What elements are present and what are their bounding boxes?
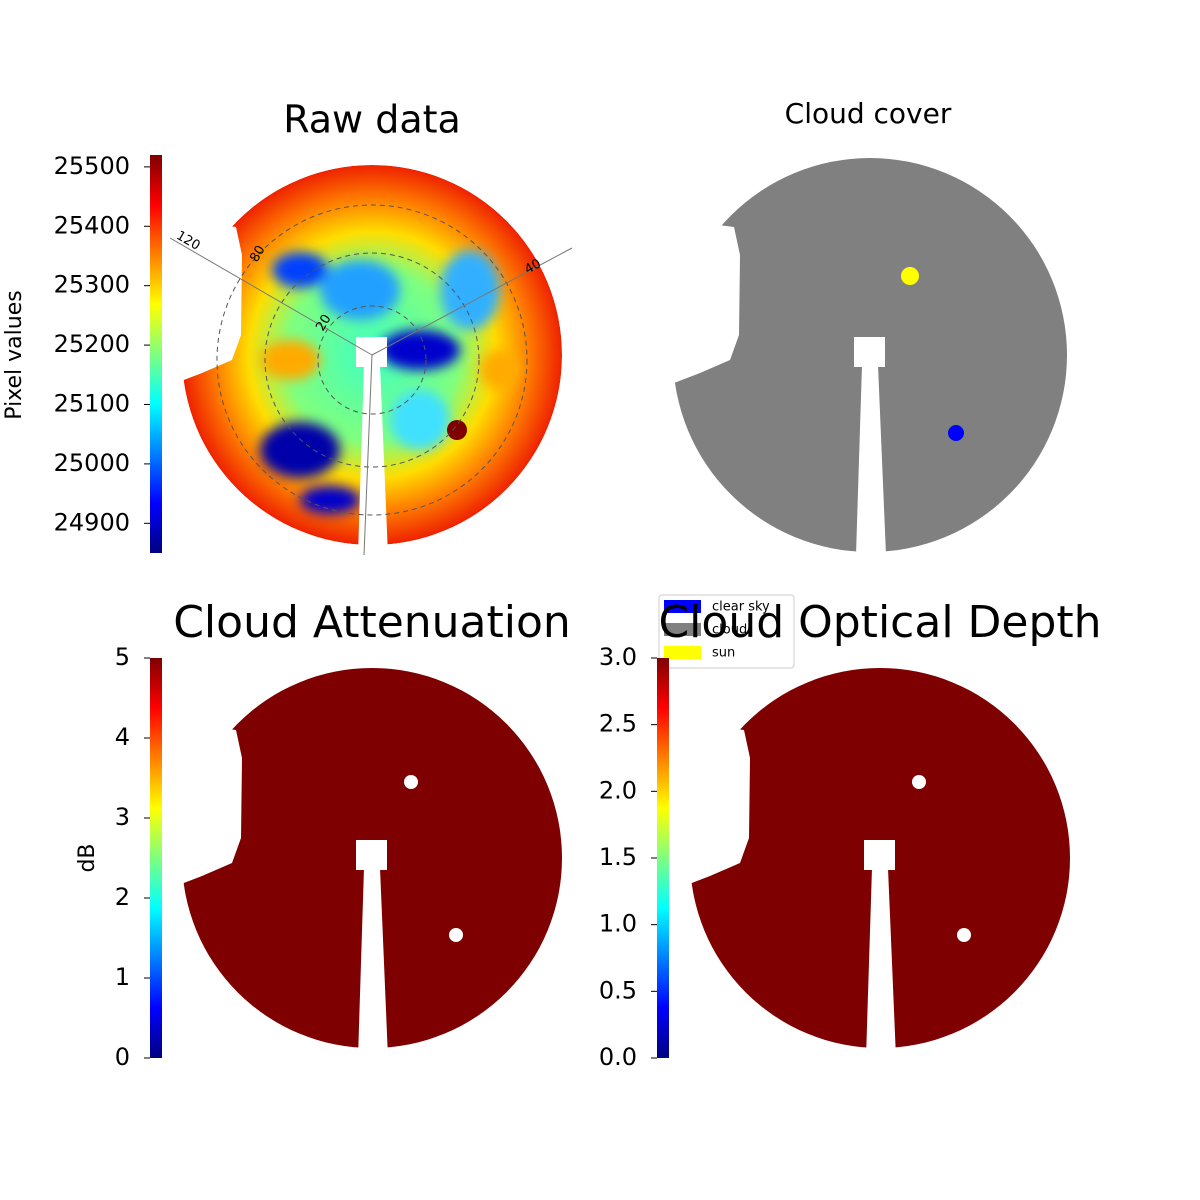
colorbar-tick-label: 3.0 bbox=[599, 643, 637, 671]
colorbar-label: Pixel values bbox=[2, 290, 27, 419]
sun-hole bbox=[404, 775, 418, 789]
polar-label: 40 bbox=[522, 256, 544, 277]
cloud-blob bbox=[320, 260, 400, 320]
mast-mask bbox=[358, 868, 388, 1058]
horizon-mask bbox=[142, 215, 242, 385]
mast-mask bbox=[856, 365, 886, 555]
legend-swatch bbox=[664, 623, 701, 636]
cloud-blob bbox=[440, 250, 500, 330]
colorbar-tick-label: 1.5 bbox=[599, 843, 637, 871]
legend-swatch bbox=[664, 646, 701, 659]
polar-ring bbox=[317, 305, 427, 415]
colorbar-tick-label: 0.5 bbox=[599, 976, 637, 1004]
azimuth-line bbox=[169, 237, 373, 356]
panel-title: Raw data bbox=[283, 98, 461, 142]
colorbar-tick-label: 3 bbox=[115, 803, 130, 831]
mast-top bbox=[864, 840, 895, 870]
cloud-blob bbox=[260, 340, 320, 380]
sun-region bbox=[901, 267, 919, 285]
polar-label: 20 bbox=[313, 312, 334, 334]
cloud-blob bbox=[272, 252, 328, 288]
polar-ring bbox=[216, 204, 528, 516]
mast-mask bbox=[866, 868, 896, 1058]
cloud-blob bbox=[260, 422, 340, 478]
cloud-blob bbox=[300, 486, 360, 514]
cloud-structure bbox=[260, 250, 520, 514]
clear-hole bbox=[957, 928, 971, 942]
colorbar bbox=[150, 658, 162, 1058]
colorbar-tick-label: 1.0 bbox=[599, 910, 637, 938]
colorbar bbox=[150, 155, 162, 553]
colorbar-tick-label: 4 bbox=[115, 723, 130, 751]
colorbar-tick-label: 25500 bbox=[54, 152, 130, 180]
cloud-blob bbox=[390, 390, 450, 450]
colorbar-tick-label: 2.5 bbox=[599, 710, 637, 738]
colorbar-tick-label: 2.0 bbox=[599, 776, 637, 804]
colorbar-tick-label: 0.0 bbox=[599, 1043, 637, 1071]
legend-label: sun bbox=[712, 646, 735, 661]
polar-label: 80 bbox=[247, 243, 268, 265]
legend-label: clear sky bbox=[712, 600, 770, 615]
cloud-blob bbox=[480, 350, 520, 390]
sun-spot bbox=[447, 420, 467, 440]
polar-ring bbox=[264, 252, 480, 468]
cloud-blob bbox=[380, 330, 460, 370]
sun-hole bbox=[912, 775, 926, 789]
horizon-mask bbox=[142, 718, 242, 888]
legend: clear sky cloud sun bbox=[658, 594, 795, 669]
mast-top bbox=[356, 840, 387, 870]
panel-title: Cloud Optical Depth bbox=[658, 597, 1101, 648]
panel: Cloud Optical Depth 0.0 0.5 1.0 1.5 2.0 2.5 3.0 bbox=[599, 597, 1102, 1071]
colorbar-tick-label: 5 bbox=[115, 643, 130, 671]
colorbar-tick-label: 25300 bbox=[54, 271, 130, 299]
colorbar-tick-label: 25200 bbox=[54, 330, 130, 358]
panel: Cloud cover clear sky cloud sun bbox=[640, 97, 1067, 669]
colorbar-tick-label: 25100 bbox=[54, 389, 130, 417]
azimuth-line bbox=[371, 247, 573, 356]
colorbar-label: dB bbox=[75, 843, 100, 872]
colorbar-tick-label: 25400 bbox=[54, 211, 130, 239]
clear-hole bbox=[449, 928, 463, 942]
horizon-mask bbox=[650, 718, 750, 888]
colorbar bbox=[657, 658, 669, 1058]
colorbar-tick-label: 2 bbox=[115, 883, 130, 911]
colorbar-tick-label: 1 bbox=[115, 963, 130, 991]
legend-swatch bbox=[664, 600, 701, 613]
panel: Cloud Attenuation 0 1 2 3 4 5 dB bbox=[75, 597, 571, 1071]
azimuth-line bbox=[363, 354, 373, 556]
colorbar-tick-label: 0 bbox=[115, 1043, 130, 1071]
legend-label: cloud bbox=[712, 623, 747, 638]
panel-title: Cloud Attenuation bbox=[173, 597, 571, 648]
panel-title: Cloud cover bbox=[785, 97, 952, 130]
colorbar-tick-label: 25000 bbox=[54, 449, 130, 477]
clear-sky-region bbox=[948, 425, 964, 441]
colorbar-tick-label: 24900 bbox=[54, 508, 130, 536]
horizon-mask bbox=[640, 215, 740, 385]
panel: Raw data12080204024900250002510025200253… bbox=[2, 98, 573, 556]
mast-top bbox=[854, 337, 885, 367]
